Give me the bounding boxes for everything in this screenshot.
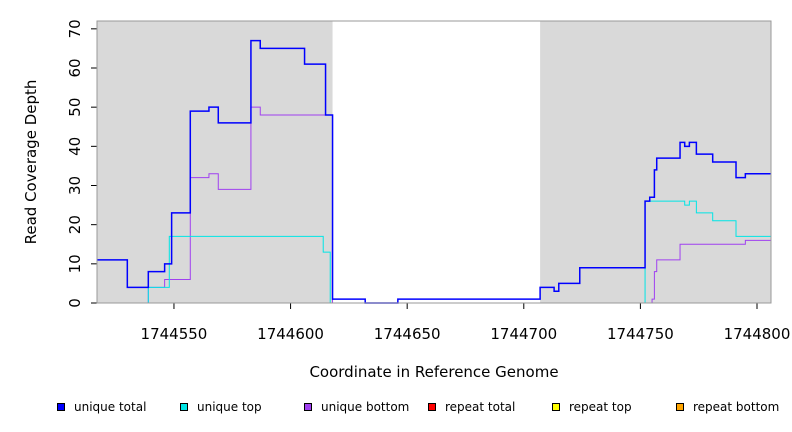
x-tick-label: 1744700: [490, 325, 557, 343]
y-tick-label: 10: [66, 254, 84, 273]
legend-label: unique top: [197, 400, 262, 414]
x-tick-label: 1744750: [607, 325, 674, 343]
legend-item-repeat-bottom: repeat bottom: [676, 400, 779, 414]
x-tick-label: 1744600: [257, 325, 324, 343]
legend-swatch-unique-total: [57, 403, 65, 411]
tick-marks: [91, 28, 758, 309]
legend-item-repeat-top: repeat top: [552, 400, 632, 414]
shaded-region-1: [97, 21, 333, 303]
y-tick-label: 50: [66, 98, 84, 117]
legend-item-repeat-total: repeat total: [428, 400, 515, 414]
plot-frame: [96, 20, 772, 304]
y-axis-label: Read Coverage Depth: [22, 80, 40, 245]
x-axis-label: Coordinate in Reference Genome: [309, 363, 558, 381]
legend-item-unique-bottom: unique bottom: [304, 400, 409, 414]
y-tick-labels: 0 10 20 30 40 50 60 70: [66, 19, 84, 307]
legend-label: repeat total: [445, 400, 516, 414]
legend: unique total unique top unique bottom repea…: [0, 400, 792, 418]
legend-swatch-repeat-bottom: [676, 403, 684, 411]
coverage-chart: 1744550 1744600 1744650 1744700 1744750 17448…: [22, 19, 791, 381]
legend-swatch-unique-top: [180, 403, 188, 411]
x-tick-label: 1744800: [724, 325, 791, 343]
legend-label: repeat top: [569, 400, 632, 414]
x-tick-labels: 1744550 1744600 1744650 1744700 1744750 17448…: [141, 325, 791, 343]
legend-swatch-repeat-top: [552, 403, 560, 411]
shaded-regions: [97, 21, 771, 303]
legend-label: unique bottom: [321, 400, 410, 414]
legend-swatch-unique-bottom: [304, 403, 312, 411]
series-line-unique-bottom: [97, 106, 771, 304]
y-tick-label: 60: [66, 58, 84, 77]
y-tick-label: 30: [66, 176, 84, 195]
y-tick-label: 70: [66, 19, 84, 38]
legend-label: repeat bottom: [693, 400, 780, 414]
y-tick-label: 20: [66, 215, 84, 234]
y-tick-label: 0: [66, 298, 84, 308]
legend-label: unique total: [74, 400, 147, 414]
legend-item-unique-total: unique total: [57, 400, 146, 414]
series-line-unique-total: [97, 39, 771, 304]
x-tick-label: 1744550: [141, 325, 208, 343]
x-tick-label: 1744650: [374, 325, 441, 343]
y-tick-label: 40: [66, 137, 84, 156]
legend-item-unique-top: unique top: [180, 400, 262, 414]
legend-swatch-repeat-total: [428, 403, 436, 411]
